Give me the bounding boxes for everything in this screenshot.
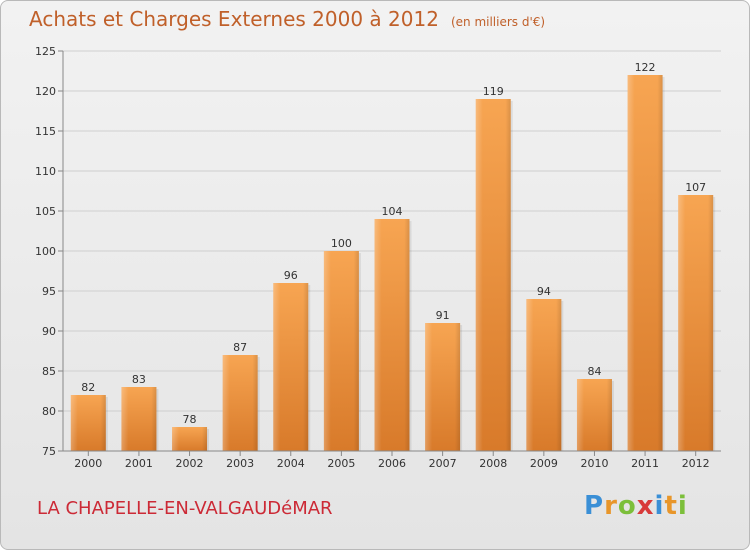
x-tick-label: 2008 (479, 457, 507, 470)
bar-highlight (678, 195, 714, 451)
brand-letter: t (664, 491, 678, 521)
x-tick-label: 2012 (682, 457, 710, 470)
bar-highlight (526, 299, 562, 451)
bar-highlight (172, 427, 208, 451)
bar-value-label: 96 (284, 269, 298, 282)
y-tick-label: 95 (42, 285, 56, 298)
bar-value-label: 78 (183, 413, 197, 426)
y-tick-label: 90 (42, 325, 56, 338)
bar-highlight (222, 355, 258, 451)
y-tick-label: 105 (35, 205, 56, 218)
y-tick-label: 80 (42, 405, 56, 418)
x-tick-label: 2009 (530, 457, 558, 470)
bar-value-label: 94 (537, 285, 551, 298)
bar-highlight (475, 99, 511, 451)
brand-letter: o (617, 491, 637, 521)
bar-value-label: 83 (132, 373, 146, 386)
y-tick-label: 85 (42, 365, 56, 378)
y-tick-label: 75 (42, 445, 56, 458)
bar-value-label: 87 (233, 341, 247, 354)
bar-highlight (425, 323, 461, 451)
chart-title-text: Achats et Charges Externes 2000 à 2012 (29, 7, 439, 31)
bar-value-label: 91 (436, 309, 450, 322)
bar-value-label: 100 (331, 237, 352, 250)
x-tick-label: 2000 (74, 457, 102, 470)
chart-title: Achats et Charges Externes 2000 à 2012 (e… (29, 7, 545, 31)
bar-value-label: 119 (483, 85, 504, 98)
bar-highlight (273, 283, 309, 451)
bar-highlight (576, 379, 612, 451)
chart-subtitle: (en milliers d'€) (450, 15, 546, 29)
brand-letter: i (654, 491, 665, 521)
x-tick-label: 2010 (580, 457, 608, 470)
brand-letter: P (584, 491, 605, 521)
y-tick-label: 120 (35, 85, 56, 98)
bar-highlight (70, 395, 106, 451)
bar-highlight (121, 387, 157, 451)
x-tick-label: 2006 (378, 457, 406, 470)
brand-letter: i (677, 491, 688, 521)
bar-value-label: 104 (382, 205, 403, 218)
bar-highlight (627, 75, 663, 451)
x-tick-label: 2007 (429, 457, 457, 470)
axes: 75 80 85 90 95 100 105 110 115 120 125 2000 2001 2002… (35, 45, 721, 470)
bar-value-label: 82 (81, 381, 95, 394)
bar-value-label: 107 (685, 181, 706, 194)
x-tick-label: 2002 (176, 457, 204, 470)
bar-value-label: 84 (587, 365, 601, 378)
y-tick-label: 100 (35, 245, 56, 258)
bar-highlight (323, 251, 359, 451)
bar-highlight (374, 219, 410, 451)
brand-letter: x (636, 491, 655, 521)
x-tick-label: 2005 (327, 457, 355, 470)
proxiti-logo[interactable]: Proxiti (584, 491, 688, 521)
x-tick-label: 2004 (277, 457, 305, 470)
y-tick-label: 125 (35, 45, 56, 58)
bar-value-label: 122 (635, 61, 656, 74)
commune-name: LA CHAPELLE-EN-VALGAUDéMAR (37, 498, 333, 519)
y-tick-label: 115 (35, 125, 56, 138)
x-tick-label: 2003 (226, 457, 254, 470)
x-tick-label: 2001 (125, 457, 153, 470)
brand-letter: r (604, 491, 618, 521)
bars: 82 83 78 87 96 100 104 91 119 94 84 122 107 (70, 61, 716, 451)
y-tick-label: 110 (35, 165, 56, 178)
x-tick-label: 2011 (631, 457, 659, 470)
